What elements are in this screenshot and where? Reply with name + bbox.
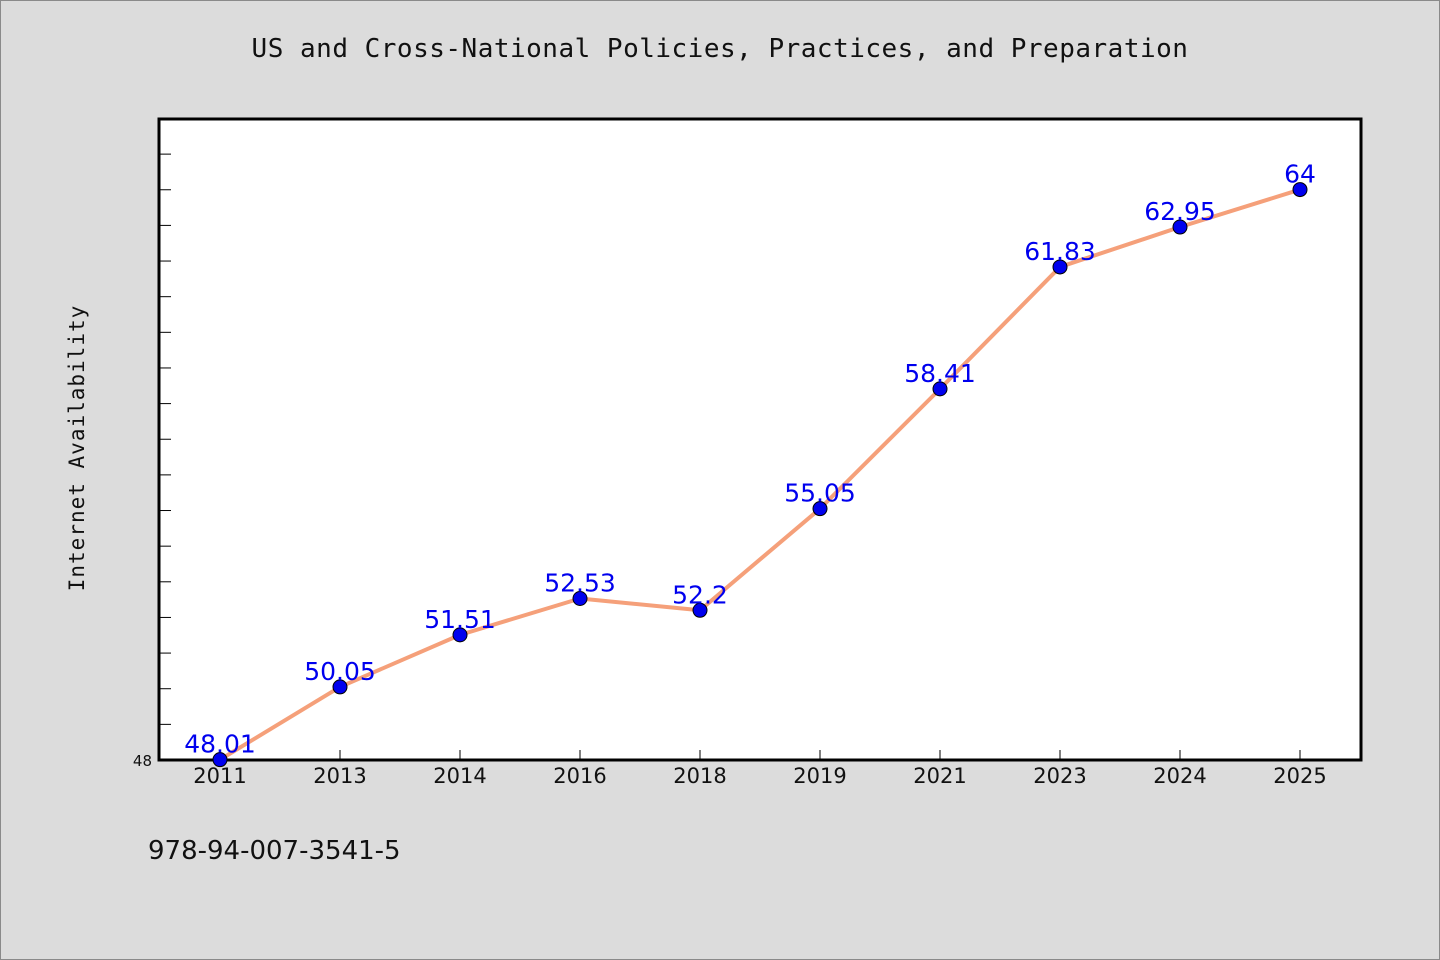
x-tick-label: 2011 [193, 764, 246, 788]
data-labels: 48.01 50.05 51.51 52.53 52.2 55.05 58.41 61.83 6… [184, 160, 1316, 759]
data-label: 51.51 [424, 605, 496, 634]
x-axis-labels: 2011 2013 2014 2016 2018 2019 2021 2023 2024 2025 [193, 750, 1327, 788]
x-tick-label: 2021 [913, 764, 966, 788]
x-tick-label: 2025 [1273, 764, 1326, 788]
data-label: 52.2 [672, 580, 728, 609]
data-label: 55.05 [784, 479, 856, 508]
data-label: 58.41 [904, 359, 976, 388]
data-point [212, 752, 228, 768]
plot-area [157, 117, 1363, 762]
series-markers [212, 182, 1308, 768]
data-label: 64 [1284, 160, 1316, 189]
y-axis-min-label: 48 [133, 752, 152, 770]
y-axis-title: Internet Availability [65, 305, 89, 592]
x-tick-label: 2013 [313, 764, 366, 788]
data-point [1292, 182, 1308, 198]
data-point [332, 679, 348, 695]
series-line [218, 187, 1302, 762]
x-tick-label: 2024 [1153, 764, 1206, 788]
data-point [1172, 219, 1188, 235]
y-axis-ticks [159, 153, 171, 725]
isbn-label: 978-94-007-3541-5 [148, 836, 401, 866]
data-point [572, 591, 588, 607]
data-point [932, 381, 948, 397]
data-label: 52.53 [544, 569, 616, 598]
data-point [812, 501, 828, 517]
x-tick-label: 2018 [673, 764, 726, 788]
x-tick-label: 2016 [553, 764, 606, 788]
data-label: 50.05 [304, 657, 376, 686]
chart-title: US and Cross-National Policies, Practice… [251, 34, 1189, 64]
data-label: 61.83 [1024, 237, 1096, 266]
data-label: 62.95 [1144, 197, 1216, 226]
data-point [692, 602, 708, 618]
data-point [1052, 259, 1068, 275]
x-tick-label: 2023 [1033, 764, 1086, 788]
data-point [452, 627, 468, 643]
x-tick-label: 2014 [433, 764, 486, 788]
x-tick-label: 2019 [793, 764, 846, 788]
data-label: 48.01 [184, 730, 256, 759]
